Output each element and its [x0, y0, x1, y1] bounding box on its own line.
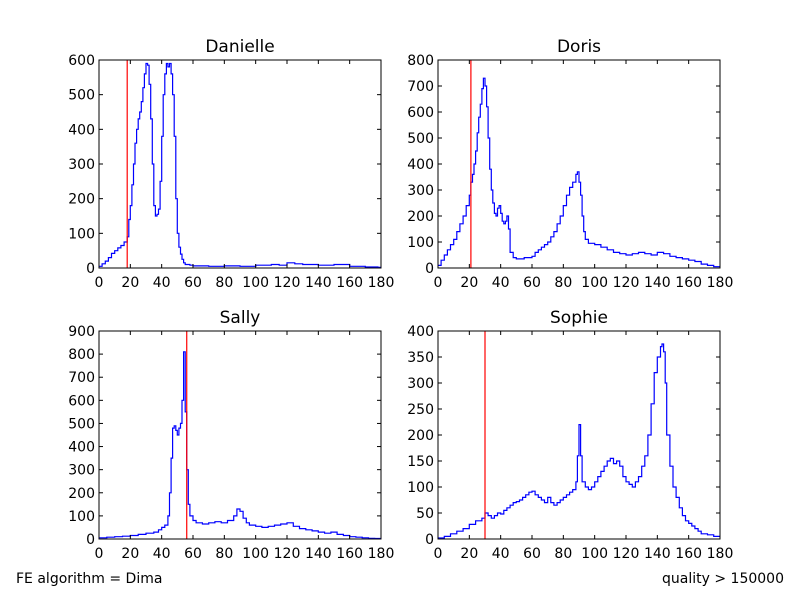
x-tick-label: 180: [368, 546, 395, 562]
x-tick-label: 60: [184, 275, 202, 291]
x-tick-label: 0: [95, 546, 104, 562]
x-tick-label: 80: [554, 275, 572, 291]
x-tick-label: 140: [644, 546, 671, 562]
x-tick-label: 160: [336, 546, 363, 562]
histogram-series: [438, 343, 720, 539]
x-tick-label: 160: [675, 546, 702, 562]
x-tick-label: 120: [613, 546, 640, 562]
x-tick-label: 80: [215, 546, 233, 562]
y-tick-label: 400: [407, 324, 434, 340]
x-tick-label: 100: [581, 546, 608, 562]
x-tick-label: 160: [675, 275, 702, 291]
x-tick-label: 180: [368, 275, 395, 291]
histogram-series: [438, 77, 720, 268]
axes-frame: [98, 330, 382, 540]
y-tick-label: 500: [68, 416, 95, 432]
y-tick-label: 0: [86, 261, 95, 277]
x-tick-label: 40: [492, 275, 510, 291]
y-tick-label: 250: [407, 402, 434, 418]
y-tick-label: 100: [68, 226, 95, 242]
axes-frame: [437, 59, 721, 269]
y-tick-label: 500: [407, 131, 434, 147]
y-tick-label: 0: [425, 532, 434, 548]
y-tick-label: 800: [68, 347, 95, 363]
y-tick-label: 300: [68, 157, 95, 173]
y-tick-label: 100: [68, 509, 95, 525]
x-tick-label: 20: [460, 546, 478, 562]
x-tick-label: 180: [707, 275, 734, 291]
y-tick-label: 300: [407, 183, 434, 199]
x-tick-label: 120: [274, 546, 301, 562]
y-tick-label: 400: [407, 157, 434, 173]
y-tick-label: 0: [425, 261, 434, 277]
x-tick-label: 60: [523, 275, 541, 291]
x-tick-label: 140: [305, 546, 332, 562]
x-tick-label: 80: [554, 546, 572, 562]
panel-sophie: 0 20 40 60 80 100 120 140 160 180 0 50 100 150 200 250 3…: [407, 308, 733, 562]
x-tick-label: 140: [305, 275, 332, 291]
x-tick-label: 20: [121, 546, 139, 562]
y-tick-label: 400: [68, 122, 95, 138]
y-tick-label: 300: [68, 463, 95, 479]
x-tick-label: 100: [242, 546, 269, 562]
y-tick-label: 700: [407, 79, 434, 95]
chart-title: Sophie: [550, 308, 608, 328]
panel-danielle: 0 20 40 60 80 100 120 140 160 180 0 100 200 300 400 500…: [68, 37, 394, 291]
x-tick-label: 0: [434, 546, 443, 562]
y-tick-label: 50: [416, 506, 434, 522]
y-tick-label: 800: [407, 53, 434, 69]
y-tick-label: 300: [407, 376, 434, 392]
x-tick-label: 40: [153, 275, 171, 291]
x-tick-label: 140: [644, 275, 671, 291]
y-tick-label: 150: [407, 454, 434, 470]
histogram-series: [99, 62, 381, 268]
x-tick-label: 20: [121, 275, 139, 291]
y-tick-label: 600: [68, 393, 95, 409]
axes-frame: [98, 59, 382, 269]
x-tick-label: 40: [492, 546, 510, 562]
y-tick-label: 400: [68, 440, 95, 456]
y-tick-label: 900: [68, 324, 95, 340]
chart-title: Sally: [220, 308, 261, 328]
x-tick-label: 180: [707, 546, 734, 562]
y-tick-label: 200: [407, 428, 434, 444]
y-tick-label: 200: [68, 192, 95, 208]
chart-title: Doris: [557, 37, 601, 57]
footer-algorithm-label: FE algorithm = Dima: [16, 571, 163, 587]
y-tick-label: 200: [68, 486, 95, 502]
y-tick-label: 600: [68, 53, 95, 69]
x-tick-label: 60: [184, 546, 202, 562]
chart-title: Danielle: [205, 37, 274, 57]
panel-sally: 0 20 40 60 80 100 120 140 160 180 0 100 200 300 400 500…: [68, 308, 394, 562]
y-tick-label: 700: [68, 370, 95, 386]
y-tick-label: 200: [407, 209, 434, 225]
x-tick-label: 80: [215, 275, 233, 291]
y-tick-label: 600: [407, 105, 434, 121]
y-tick-label: 100: [407, 235, 434, 251]
x-tick-label: 120: [274, 275, 301, 291]
footer-quality-label: quality > 150000: [662, 571, 784, 587]
x-tick-label: 60: [523, 546, 541, 562]
y-tick-label: 500: [68, 88, 95, 104]
x-tick-label: 20: [460, 275, 478, 291]
y-tick-label: 350: [407, 350, 434, 366]
x-tick-label: 40: [153, 546, 171, 562]
y-tick-label: 0: [86, 532, 95, 548]
x-tick-label: 0: [434, 275, 443, 291]
x-tick-label: 160: [336, 275, 363, 291]
x-tick-label: 100: [581, 275, 608, 291]
panel-doris: 0 20 40 60 80 100 120 140 160 180 0 100 200 300 400 500…: [407, 37, 733, 291]
x-tick-label: 120: [613, 275, 640, 291]
x-tick-label: 100: [242, 275, 269, 291]
histogram-series: [99, 351, 381, 539]
y-tick-label: 100: [407, 480, 434, 496]
x-tick-label: 0: [95, 275, 104, 291]
